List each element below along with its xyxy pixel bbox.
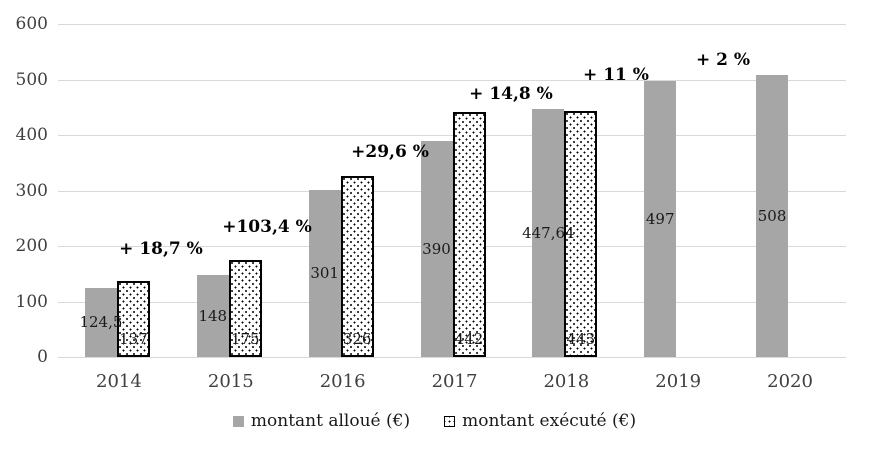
bar-alloue-label-2018: 447,64 [522,223,575,242]
bar-execute-2014 [116,280,150,357]
bar-alloue-label-2016: 301 [310,264,339,283]
bar-alloue-label-2017: 390 [422,239,451,258]
bar-alloue-2019 [644,81,677,357]
y-axis-tick-label: 300 [15,180,48,201]
bar-alloue-label-2019: 497 [645,210,675,229]
x-axis-label-2015: 2015 [207,371,254,392]
gridline-400 [58,135,846,136]
legend-item-execute: montant exécuté (€) [444,411,636,431]
chart-legend: montant alloué (€) montant exécuté (€) [0,411,869,431]
y-axis-tick-label: 500 [15,69,48,90]
x-axis-label-2019: 2019 [655,371,702,392]
bar-alloue-label-2020: 508 [757,207,787,226]
x-axis-label-2018: 2018 [543,371,590,392]
growth-annotation-2017: + 14,8 % [469,84,553,104]
gridline-600 [58,24,846,25]
y-axis-tick-label: 0 [37,347,48,367]
bar-alloue-2014 [84,287,117,357]
y-axis-tick-label: 100 [15,291,48,312]
bar-execute-2015 [228,259,262,357]
bar-execute-2017 [452,111,486,357]
bar-execute-label-2016: 326 [342,330,372,348]
growth-annotation-2019: + 2 % [695,50,751,70]
bar-execute-2016 [340,176,374,357]
bar-execute-label-2018: 443 [566,330,596,348]
growth-annotation-2014: + 18,7 % [119,239,203,259]
bar-alloue-2018 [532,108,565,357]
bar-execute-label-2017: 442 [454,330,484,348]
y-axis-tick-label: 200 [15,236,48,256]
y-axis-tick-label: 400 [15,125,48,145]
bar-alloue-2017 [420,140,453,357]
legend-marker-gray-icon [232,415,244,427]
legend-label: montant exécuté (€) [462,411,637,431]
growth-annotation-2015: +103,4 % [222,217,312,237]
y-axis-tick-label: 600 [15,14,48,34]
gridline-500 [58,79,846,81]
bar-alloue-2015 [196,274,229,357]
bar-execute-2018 [564,111,598,357]
x-axis-label-2014: 2014 [96,371,142,392]
bar-execute-label-2014: 137 [119,330,148,348]
growth-annotation-2016: +29,6 % [351,142,429,162]
x-axis-label-2016: 2016 [319,371,366,392]
gridline-0 [58,357,846,358]
bar-alloue-2016 [308,189,341,357]
bar-alloue-label-2014: 124,5 [79,313,123,332]
legend-label: montant alloué (€) [250,411,411,431]
legend-item-alloue: montant alloué (€) [232,411,411,431]
x-axis-label-2020: 2020 [767,371,813,392]
legend-marker-dotted-icon [444,415,456,427]
growth-annotation-2018: + 11 % [583,65,649,85]
bar-alloue-2020 [756,75,789,357]
bar-alloue-label-2015: 148 [198,306,228,325]
x-axis-label-2017: 2017 [431,371,478,392]
bar-execute-label-2015: 175 [230,330,260,348]
